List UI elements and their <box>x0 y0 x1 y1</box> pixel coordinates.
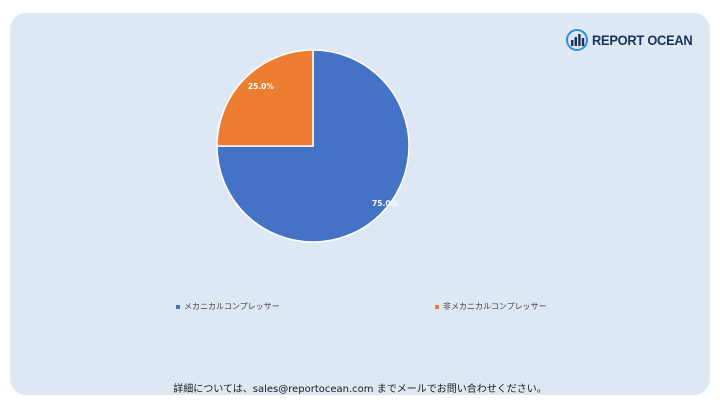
legend-label-non-mechanical: 非メカニカルコンプレッサー <box>443 302 547 311</box>
report-ocean-logo-icon <box>566 29 588 51</box>
legend-label-mechanical: メカニカルコンプレッサー <box>184 302 280 311</box>
legend-item-non-mechanical: 非メカニカルコンプレッサー <box>435 301 547 312</box>
contact-footer: 詳細については、sales@reportocean.com までメールでお問い合… <box>173 384 547 395</box>
legend-swatch-non-mechanical <box>435 304 439 309</box>
logo-text: REPORT OCEAN <box>592 32 693 48</box>
data-label-non-mechanical: 25.0% <box>248 82 275 91</box>
legend-item-mechanical: メカニカルコンプレッサー <box>176 301 280 312</box>
report-ocean-logo: REPORT OCEAN <box>566 28 701 52</box>
pie-slice-mechanical <box>216 49 410 243</box>
pie-slice-non-mechanical <box>216 49 314 147</box>
legend-swatch-mechanical <box>176 304 180 309</box>
data-label-mechanical: 75.0% <box>372 199 399 208</box>
